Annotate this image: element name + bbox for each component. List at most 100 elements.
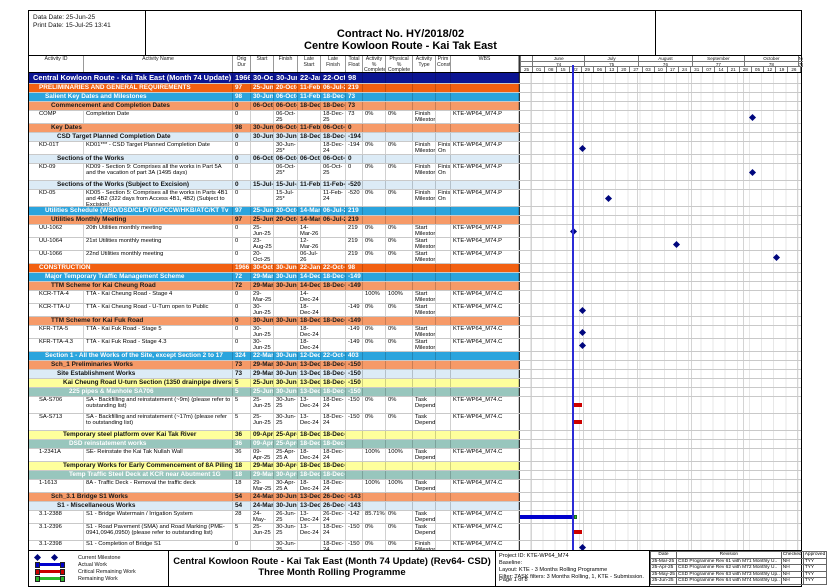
cell: 30-Jun-25: [253, 133, 274, 141]
cell: 14-Dec-24: [300, 273, 321, 281]
timeline-cell: July: [584, 56, 639, 62]
cell: 0: [346, 124, 363, 132]
cell: [413, 73, 436, 83]
timeline-week-tick: 08: [544, 67, 556, 72]
cell: 26-Jun-25: [274, 511, 298, 523]
cell: 0%: [386, 111, 413, 123]
cell: 0%: [363, 111, 386, 123]
gantt-row: [519, 155, 801, 163]
cell: 18-Dec-24: [321, 541, 346, 550]
cell: 0%: [363, 326, 386, 338]
cell: [386, 370, 413, 378]
gantt-row: [519, 493, 801, 501]
print-date: Print Date: 15-Jul-25 13:41: [33, 22, 111, 29]
cell: Finish On: [436, 190, 451, 206]
cell: 12-Mar-26: [298, 238, 321, 250]
activity-name: SE- Reinstate the Kai Tak Nullah Wall: [84, 449, 233, 461]
cell: [386, 352, 413, 360]
cell: 30-Jun-25: [274, 524, 298, 540]
row-cells: 225 pipes & Manhole SA706525-Jun-2530-Ju…: [29, 388, 519, 396]
column-header-late-finish: Late Finish: [321, 56, 346, 72]
cell: [251, 111, 274, 123]
cell: Start Milestone: [413, 326, 436, 338]
cell: 1966: [235, 73, 251, 83]
timeline-week-tick: 15: [556, 67, 568, 72]
cell: 0%: [386, 524, 413, 540]
table-body: Central Kowloon Route - Kai Tak East (Mo…: [29, 73, 801, 550]
timeline-months: JuneJulyAugustSeptemberOctoberNovember: [520, 56, 803, 62]
revision-cell: TYY: [802, 557, 828, 566]
cell: [274, 291, 298, 303]
cell: -149: [346, 273, 363, 281]
cell: 98: [346, 264, 363, 272]
band-label: Central Kowloon Route - Kai Tak East (Mo…: [29, 73, 233, 83]
row-cells: Major Temporary Traffic Management Schem…: [29, 273, 519, 281]
cell: 25-Jun-25: [253, 207, 274, 215]
timeline-week-tick: 27: [629, 67, 641, 72]
cell: 72: [233, 282, 251, 290]
column-header-activity-type: Activity Type: [413, 56, 436, 72]
timeline-cell: 75: [584, 62, 639, 67]
revision-cell: 25-Jun-25: [650, 577, 677, 585]
band-label: TTM Scheme for Kai Cheung Road: [29, 282, 233, 290]
cell: Task Dependent: [413, 524, 436, 540]
band-label: Temp Traffic Steel Deck at KCR near Abut…: [29, 471, 233, 479]
footer-title-box: Central Kowloon Route - Kai Tak East (Mo…: [169, 551, 496, 586]
cell: 18-Dec-24: [323, 317, 346, 325]
cell: 0%: [363, 304, 386, 316]
cell: 11-Feb-24: [321, 190, 346, 206]
timeline-week-tick: 24: [677, 67, 690, 72]
report-title-box: Contract No. HY/2018/02 Centre Kowloon R…: [146, 11, 656, 55]
cell: 18-Dec-24: [321, 449, 346, 461]
cell: 98: [233, 124, 251, 132]
cell: [386, 207, 413, 215]
timeline-week-tick: 14: [714, 67, 726, 72]
cell: [413, 264, 436, 272]
cell: 12-Dec-24: [300, 352, 321, 360]
summary-band-row: Utilities Schedule (WSD/DSD/CLP/TG/PCCW/…: [29, 207, 801, 216]
gantt-row: [519, 133, 801, 141]
row-cells: 3.1-2398 S1 - Completion of Bridge S1 0 30-…: [29, 541, 519, 550]
cell: 5: [233, 397, 251, 413]
band-label: Sch_3.1 Bridge S1 Works: [29, 493, 233, 501]
cell: 0%: [386, 164, 413, 180]
cell: [451, 462, 519, 470]
cell: [436, 397, 451, 413]
cell: 20-Oct-25: [276, 84, 298, 92]
revision-cell: 25-May-25: [650, 570, 677, 579]
gantt-row: [519, 238, 801, 250]
cell: [451, 102, 519, 110]
cell: KTE-WP64_M74.C: [451, 524, 519, 540]
bar-part: [60, 575, 65, 582]
filter-label: Filter: TASK filters: 3 Months Rolling, …: [499, 574, 644, 580]
cell: 24-Mar-25 A: [253, 502, 274, 510]
cell: 0%: [363, 190, 386, 206]
cell: [436, 84, 451, 92]
gantt-row: [519, 273, 801, 281]
activity-row: SA-S706 SA - Backfilling and reinstatemen…: [29, 397, 801, 414]
row-cells: SA-S713 SA - Backfilling and reinstatemen…: [29, 414, 519, 430]
cell: [386, 388, 413, 396]
cell: 73: [233, 361, 251, 369]
cell: 13-Dec-24: [298, 414, 321, 430]
cell: 219: [346, 251, 363, 263]
cell: [451, 471, 519, 479]
activity-name: TTA - Kai Fuk Road - Stage 5: [84, 326, 233, 338]
cell: 18-Dec-24: [298, 339, 321, 351]
cell: [386, 155, 413, 163]
row-cells: TTM Scheme for Kai Cheung Road7229-Mar-2…: [29, 282, 519, 290]
gantt-bar-remaining: [573, 515, 578, 519]
cell: [436, 339, 451, 351]
cell: 73: [346, 111, 363, 123]
cell: 18-Dec-25: [321, 111, 346, 123]
cell: [436, 449, 451, 461]
activity-name: TTA - Kai Fuk Road - Stage 4.3: [84, 339, 233, 351]
cell: [451, 379, 519, 387]
cell: 54: [233, 493, 251, 501]
gantt-row: [519, 449, 801, 461]
activity-name: 22nd Utilities monthly meeting: [84, 251, 233, 263]
cell: [436, 462, 451, 470]
activity-name: 8A - Traffic Deck - Removal the traffic …: [84, 480, 233, 492]
